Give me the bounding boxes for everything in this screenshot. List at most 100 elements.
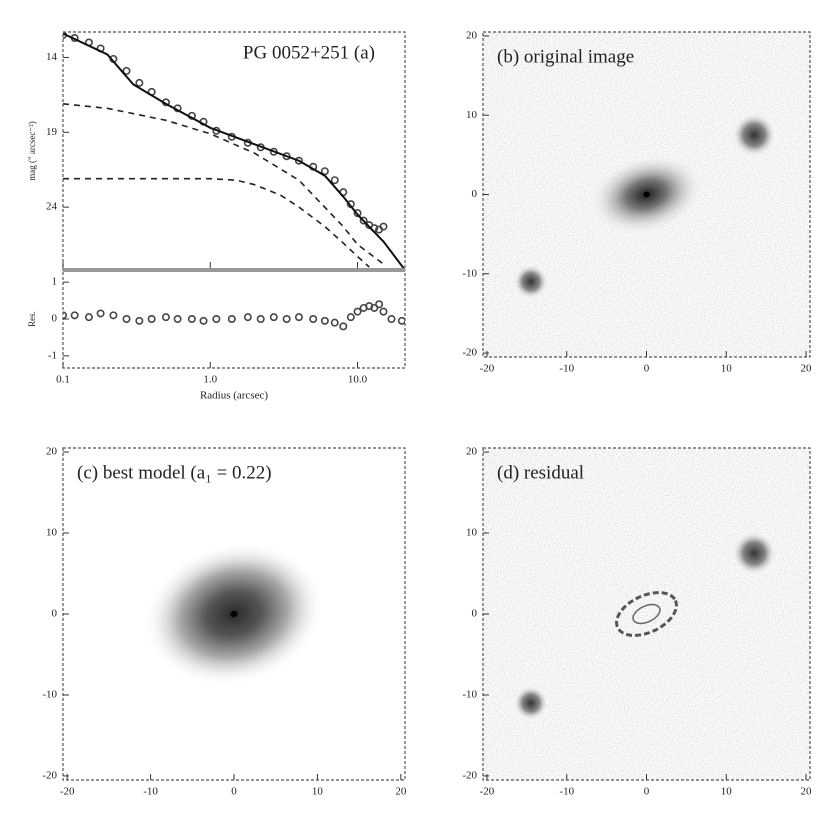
data-point <box>294 156 303 165</box>
y-tick-label: 20 <box>46 446 58 458</box>
data-point <box>379 222 388 231</box>
data-point <box>309 314 318 323</box>
x-tick-label: -10 <box>559 786 574 798</box>
y-tick-label: -10 <box>462 267 477 279</box>
data-point <box>282 152 291 161</box>
panel-title: (c) best model (a₁ = 0.22) <box>77 462 272 483</box>
y-tick-label: 0 <box>52 608 58 620</box>
y-axis-label: Res. <box>27 311 37 327</box>
panel-title: PG 0052+251 (a) <box>243 42 375 63</box>
x-tick-label: -10 <box>559 363 574 375</box>
data-point <box>135 78 144 87</box>
x-tick-label: 10.0 <box>348 374 368 386</box>
x-tick-label: -10 <box>143 786 158 798</box>
nucleus <box>231 611 237 617</box>
x-tick-label: 0.1 <box>56 374 70 386</box>
data-point <box>269 313 278 322</box>
y-tick-label: 20 <box>466 446 478 458</box>
data-point <box>379 307 388 316</box>
x-tick-label: 20 <box>395 786 407 798</box>
data-point <box>375 300 384 309</box>
y-tick-label: -10 <box>42 689 57 701</box>
data-point <box>353 209 362 218</box>
x-tick-label: -20 <box>480 363 495 375</box>
data-point <box>187 314 196 323</box>
y-tick-label: -1 <box>48 349 57 361</box>
y-tick-label: -20 <box>462 347 477 359</box>
x-tick-label: 0 <box>644 363 650 375</box>
data-point <box>122 66 131 75</box>
data-point <box>282 314 291 323</box>
companion <box>731 530 777 576</box>
y-tick-label: 19 <box>46 126 58 138</box>
residual-ring <box>615 591 678 637</box>
x-axis-label: Radius (arcsec) <box>200 390 268 402</box>
x-tick-label: -20 <box>60 786 75 798</box>
y-tick-label: -10 <box>462 689 477 701</box>
x-tick-label: 10 <box>721 786 733 798</box>
data-point <box>84 313 93 322</box>
data-point <box>330 176 339 185</box>
data-point <box>147 314 156 323</box>
data-point <box>330 318 339 327</box>
x-tick-label: 0 <box>644 786 650 798</box>
data-point <box>353 307 362 316</box>
data-point <box>96 309 105 318</box>
data-point <box>256 314 265 323</box>
residual-inner <box>632 603 661 625</box>
y-tick-label: 24 <box>46 201 58 213</box>
nucleus <box>643 191 650 198</box>
y-tick-label: 10 <box>46 527 58 539</box>
y-tick-label: 0 <box>472 188 478 200</box>
y-axis-label: mag (" arcsec⁻²) <box>27 121 37 181</box>
dashed-line <box>63 103 384 265</box>
panel-title: (d) residual <box>497 462 584 483</box>
data-point <box>212 314 221 323</box>
plot-area <box>63 32 405 270</box>
data-point <box>161 313 170 322</box>
data-point <box>397 316 405 325</box>
y-tick-label: 10 <box>466 527 478 539</box>
data-point <box>387 314 396 323</box>
plot-area <box>483 448 810 780</box>
data-point <box>359 216 368 225</box>
x-tick-label: 0 <box>231 786 237 798</box>
data-point <box>135 316 144 325</box>
companion <box>731 112 777 158</box>
y-tick-label: 10 <box>466 109 478 121</box>
y-tick-label: 1 <box>52 276 58 288</box>
x-tick-label: 20 <box>801 786 813 798</box>
x-tick-label: 10 <box>721 363 733 375</box>
data-point <box>173 314 182 323</box>
data-point <box>109 311 118 320</box>
companion <box>513 264 549 300</box>
data-point <box>320 316 329 325</box>
y-tick-label: 14 <box>46 51 58 63</box>
x-tick-label: -20 <box>480 786 495 798</box>
plot-area <box>63 448 405 780</box>
noise <box>483 448 810 780</box>
data-point <box>63 311 67 320</box>
y-tick-label: -20 <box>462 769 477 781</box>
y-tick-label: 20 <box>466 29 478 41</box>
solid-line <box>63 32 405 270</box>
dashed-line <box>63 177 370 268</box>
data-point <box>346 313 355 322</box>
x-tick-label: 1.0 <box>203 374 217 386</box>
y-tick-label: 0 <box>52 313 58 325</box>
data-point <box>70 311 79 320</box>
companion <box>513 685 549 721</box>
data-point <box>320 167 329 176</box>
panel-title: (b) original image <box>497 46 634 67</box>
frame <box>62 31 406 271</box>
data-point <box>227 314 236 323</box>
y-tick-label: -20 <box>42 769 57 781</box>
data-point <box>199 316 208 325</box>
y-tick-label: 0 <box>472 608 478 620</box>
plot-area <box>483 32 810 357</box>
data-point <box>339 322 348 331</box>
data-point <box>294 313 303 322</box>
x-tick-label: 20 <box>801 363 813 375</box>
data-point <box>122 314 131 323</box>
